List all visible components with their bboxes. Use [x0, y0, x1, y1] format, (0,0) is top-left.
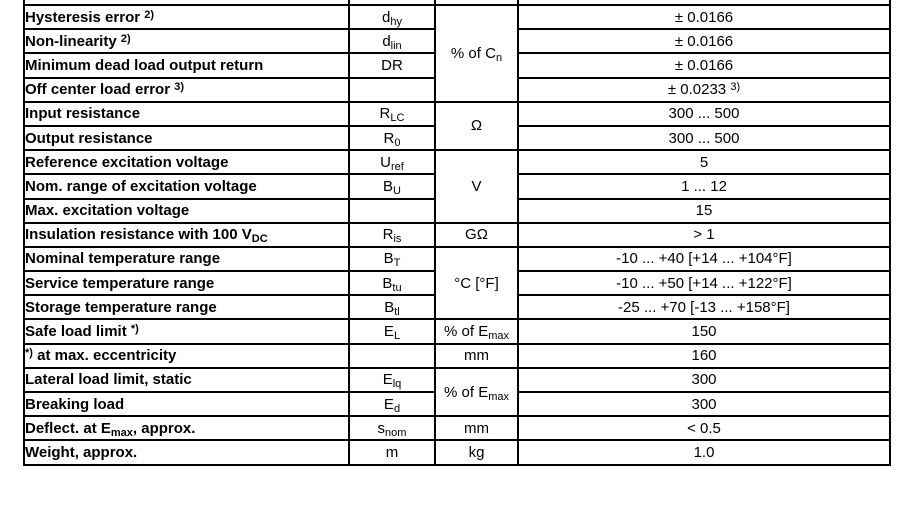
symbol-cell: RLC	[348, 100, 436, 127]
param-cell: Insulation resistance with 100 VDC	[23, 221, 350, 248]
value-cell: 1.0	[517, 439, 891, 466]
param-cell: Service temperature range	[23, 270, 350, 297]
symbol-cell	[348, 0, 436, 6]
table-row: Deflect. at Emax, approx. snom mm < 0.5	[23, 415, 891, 442]
table-row: Nominal temperature range BT °C [°F] -10 ..…	[23, 245, 891, 321]
value-cell: 5	[517, 149, 891, 176]
unit-cell: % of Emax	[434, 366, 519, 418]
table-row: Storage temperature range Btl -25 ... +70 …	[23, 294, 891, 321]
unit-cell: % of Emax	[434, 318, 519, 345]
symbol-cell: dhy	[348, 3, 436, 31]
value-cell: 1 ... 12	[517, 173, 891, 200]
value-cell: ± 0.0166	[517, 3, 891, 31]
table-row: Hysteresis error 2) dhy% of Cn ± 0.0166	[23, 3, 891, 103]
symbol-cell: EL	[348, 318, 436, 345]
param-cell: Nom. range of excitation voltage	[23, 173, 350, 200]
symbol-cell	[348, 76, 436, 103]
value-cell: 150	[517, 318, 891, 345]
symbol-cell: Elq	[348, 366, 436, 394]
unit-cell: % of Cn	[434, 4, 519, 103]
value-cell: 300 ... 500	[517, 124, 891, 152]
table-row: Breaking load Ed 300	[23, 390, 891, 418]
param-cell: Storage temperature range	[23, 294, 350, 321]
symbol-cell	[348, 197, 436, 224]
value-cell: ± 0.0166	[517, 28, 891, 55]
unit-cell: V	[434, 149, 519, 224]
param-cell	[23, 0, 350, 6]
value-cell: < 0.5	[517, 415, 891, 442]
table-row-cutoff	[23, 0, 891, 6]
value-cell: 300	[517, 390, 891, 418]
value-cell: -10 ... +40 [+14 ... +104°F]	[517, 245, 891, 273]
table-row: Output resistance R0 300 ... 500	[23, 124, 891, 152]
spec-table-body: Hysteresis error 2) dhy% of Cn ± 0.0166 Non…	[23, 0, 891, 466]
value-cell: 300	[517, 366, 891, 394]
table-row: Nom. range of excitation voltage BU 1 ... …	[23, 173, 891, 200]
value-cell: 160	[517, 342, 891, 369]
unit-cell: kg	[434, 439, 519, 466]
unit-cell: mm	[434, 415, 519, 442]
symbol-cell: BT	[348, 245, 436, 273]
table-row: Input resistance RLC Ω 300 ... 500	[23, 100, 891, 152]
symbol-cell: R0	[348, 124, 436, 152]
param-cell: *) at max. eccentricity	[23, 342, 350, 369]
table-row: Safe load limit *) EL% of Emax 150	[23, 318, 891, 345]
value-cell: -25 ... +70 [-13 ... +158°F]	[517, 294, 891, 321]
table-row: Service temperature range Btu -10 ... +50 …	[23, 270, 891, 297]
unit-cell: mm	[434, 342, 519, 369]
param-cell: Non-linearity 2)	[23, 28, 350, 55]
param-cell: Nominal temperature range	[23, 245, 350, 273]
param-cell: Deflect. at Emax, approx.	[23, 415, 350, 442]
unit-cell: Ω	[434, 100, 519, 152]
symbol-cell: Btl	[348, 294, 436, 321]
param-cell: Weight, approx.	[23, 439, 350, 466]
value-cell: ± 0.0233 3)	[517, 76, 891, 103]
value-cell: 15	[517, 197, 891, 224]
table-row: *) at max. eccentricity mm 160	[23, 342, 891, 369]
spec-table: Hysteresis error 2) dhy% of Cn ± 0.0166 Non…	[23, 0, 891, 466]
param-cell: Max. excitation voltage	[23, 197, 350, 224]
value-cell: -10 ... +50 [+14 ... +122°F]	[517, 270, 891, 297]
param-cell: Lateral load limit, static	[23, 366, 350, 394]
param-cell: Breaking load	[23, 390, 350, 418]
param-cell: Safe load limit *)	[23, 318, 350, 345]
value-cell: ± 0.0166	[517, 52, 891, 79]
symbol-cell: snom	[348, 415, 436, 442]
param-cell: Hysteresis error 2)	[23, 3, 350, 31]
symbol-cell: Ed	[348, 390, 436, 418]
table-row: Max. excitation voltage 15	[23, 197, 891, 224]
symbol-cell: Ris	[348, 221, 436, 248]
table-row: Off center load error 3) ± 0.0233 3)	[23, 76, 891, 103]
symbol-cell: dlin	[348, 28, 436, 55]
param-cell: Input resistance	[23, 100, 350, 127]
symbol-cell: Btu	[348, 270, 436, 297]
table-row: Lateral load limit, static Elq% of Emax 30…	[23, 366, 891, 418]
table-row: Minimum dead load output return DR ± 0.016…	[23, 52, 891, 79]
table-row: Insulation resistance with 100 VDC Ris GΩ >…	[23, 221, 891, 248]
symbol-cell	[348, 342, 436, 369]
param-cell: Minimum dead load output return	[23, 52, 350, 79]
table-row: Weight, approx. m kg 1.0	[23, 439, 891, 466]
symbol-cell: m	[348, 439, 436, 466]
table-row: Non-linearity 2) dlin ± 0.0166	[23, 28, 891, 55]
symbol-cell: Uref	[348, 149, 436, 176]
param-cell: Output resistance	[23, 124, 350, 152]
symbol-cell: DR	[348, 52, 436, 79]
param-cell: Off center load error 3)	[23, 76, 350, 103]
unit-cell	[434, 0, 519, 6]
symbol-cell: BU	[348, 173, 436, 200]
param-cell: Reference excitation voltage	[23, 149, 350, 176]
value-cell: 300 ... 500	[517, 100, 891, 127]
value-cell: > 1	[517, 221, 891, 248]
value-cell	[517, 0, 891, 6]
table-row: Reference excitation voltage Uref V 5	[23, 149, 891, 224]
unit-cell: °C [°F]	[434, 245, 519, 321]
unit-cell: GΩ	[434, 221, 519, 248]
